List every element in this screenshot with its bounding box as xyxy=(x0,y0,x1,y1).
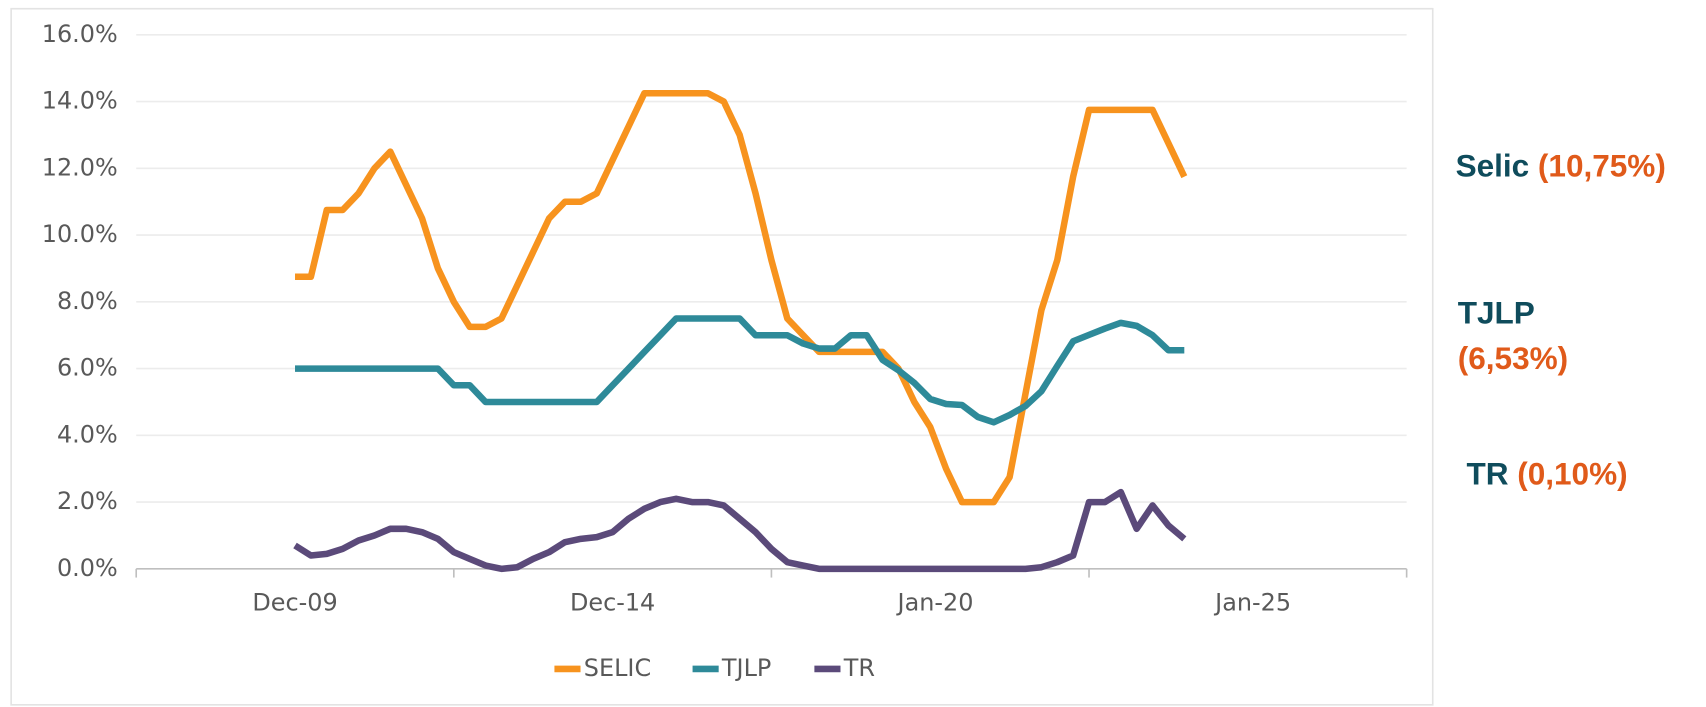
legend: SELIC TJLP TR xyxy=(554,654,875,682)
annotation-value: (0,10%) xyxy=(1517,456,1627,492)
legend-label: TR xyxy=(843,654,875,682)
y-tick-label: 16.0% xyxy=(42,20,118,48)
line-tr xyxy=(293,488,1187,573)
annotation-value: (6,53%) xyxy=(1458,340,1568,376)
legend-label: TJLP xyxy=(721,654,771,682)
y-tick-label: 14.0% xyxy=(42,87,118,115)
x-tick-label: Dec-14 xyxy=(570,589,655,617)
y-tick-label: 6.0% xyxy=(57,354,118,382)
annotation-name: Selic xyxy=(1456,148,1530,184)
annotation-name: TJLP xyxy=(1458,295,1535,331)
x-tick-label: Jan-20 xyxy=(896,589,974,617)
line-tjlp xyxy=(295,315,1185,426)
legend-label: SELIC xyxy=(584,654,651,682)
y-tick-label: 8.0% xyxy=(57,287,118,315)
x-tick-label: Jan-25 xyxy=(1213,589,1291,617)
y-tick-label: 2.0% xyxy=(57,487,118,515)
annotation: TJLP (6,53%) xyxy=(1458,295,1568,377)
y-tick-label: 0.0% xyxy=(57,554,118,582)
annotation-name: TR xyxy=(1466,456,1508,492)
line-selic xyxy=(295,89,1188,506)
y-tick-label: 4.0% xyxy=(57,420,118,448)
y-tick-label: 12.0% xyxy=(42,153,118,181)
annotation: TR (0,10%) xyxy=(1466,456,1627,492)
y-tick-label: 10.0% xyxy=(42,220,118,248)
x-tick-label: Dec-09 xyxy=(252,589,337,617)
annotation: Selic (10,75%) xyxy=(1456,148,1666,184)
annotation-value: (10,75%) xyxy=(1538,148,1666,184)
chart-frame xyxy=(10,7,1434,706)
